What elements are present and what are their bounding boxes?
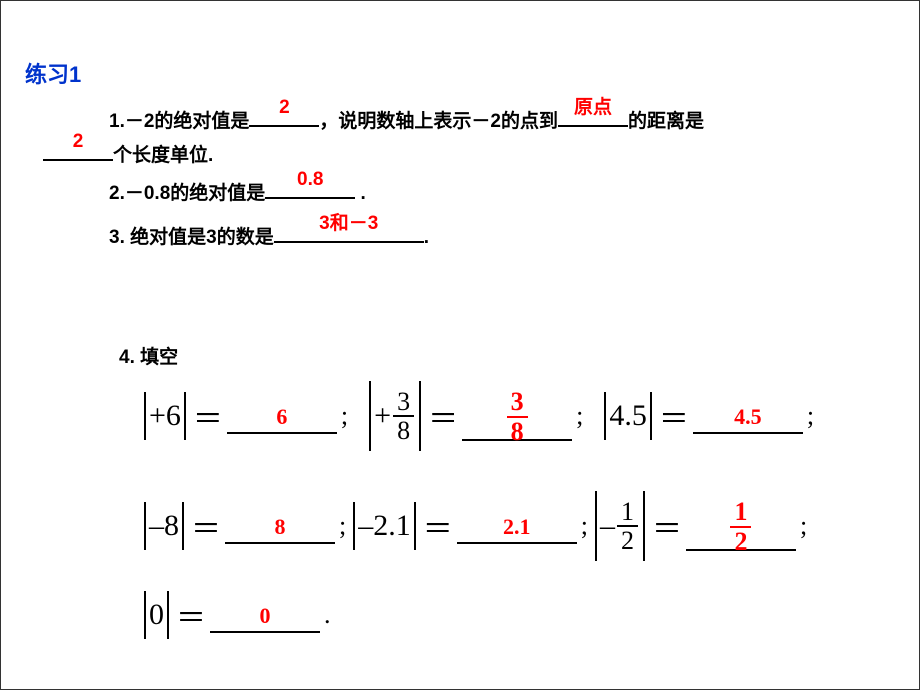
q2-text-1: 2.－0.8的绝对值是: [109, 183, 265, 204]
abs-bar: [414, 502, 416, 550]
q1-blank-1: 2: [249, 125, 319, 127]
blank-minus8: 8: [225, 508, 335, 544]
equals: ＝: [193, 394, 223, 438]
semicolon: ;: [576, 401, 583, 431]
answer-zero: 0: [210, 603, 320, 629]
q3-blank: 3和－3: [274, 241, 424, 243]
blank-zero: 0: [210, 597, 320, 633]
q1-answer-2: 原点: [558, 91, 628, 125]
abs-expr-minus8: –8: [149, 509, 179, 543]
period: .: [324, 600, 331, 630]
minus-sign: –: [600, 509, 615, 543]
abs-minushalf: – 1 2: [592, 491, 648, 561]
q2-answer: 0.8: [265, 163, 355, 197]
semicolon: ;: [341, 401, 348, 431]
frac-num: 3: [393, 388, 414, 417]
frac-ans-num: 1: [730, 498, 751, 527]
q3-text-2: .: [424, 227, 429, 248]
plus-sign: +: [374, 399, 391, 433]
q3-answer: 3和－3: [274, 207, 424, 241]
q2-blank: 0.8: [265, 197, 355, 199]
frac-ans-den: 8: [507, 418, 528, 445]
q1-answer-3: 2: [43, 125, 113, 159]
abs-plus6: +6: [141, 392, 189, 440]
abs-bar: [167, 591, 169, 639]
abs-expr-minus2p1: –2.1: [358, 509, 411, 543]
frac-ans-3-8: 3 8: [507, 388, 528, 445]
equals: ＝: [428, 394, 458, 438]
blank-minus2p1: 2.1: [457, 508, 577, 544]
abs-bar: [419, 381, 421, 451]
abs-minus2p1: –2.1: [350, 502, 419, 550]
semicolon: ;: [807, 401, 814, 431]
abs-expr-zero: 0: [149, 598, 164, 632]
exercise-title: 练习1: [25, 57, 81, 89]
abs-zero: 0: [141, 591, 172, 639]
abs-4p5: 4.5: [601, 392, 655, 440]
blank-3over8: 3 8: [462, 391, 572, 441]
q2-text-2: .: [355, 183, 366, 204]
abs-3over8: + 3 8: [366, 381, 424, 451]
equals: ＝: [652, 504, 682, 548]
equals: ＝: [191, 504, 221, 548]
abs-bar: [184, 392, 186, 440]
equals: ＝: [176, 593, 206, 637]
frac-ans-1-2: 1 2: [730, 498, 751, 555]
abs-minus8: –8: [141, 502, 187, 550]
q3-text-1: 3. 绝对值是3的数是: [109, 227, 274, 248]
answer-4p5: 4.5: [693, 404, 803, 430]
answer-minushalf: 1 2: [686, 498, 796, 555]
abs-bar: [144, 591, 146, 639]
frac-ans-num: 3: [507, 388, 528, 417]
answer-plus6: 6: [227, 404, 337, 430]
abs-bar: [604, 392, 606, 440]
abs-bar: [369, 381, 371, 451]
q4-label: 4. 填空: [119, 347, 178, 368]
semicolon: ;: [800, 511, 807, 541]
equals: ＝: [423, 504, 453, 548]
abs-bar: [595, 491, 597, 561]
frac-ans-den: 2: [730, 528, 751, 555]
abs-bar: [144, 392, 146, 440]
abs-bar: [144, 502, 146, 550]
q1-text-1: 1.－2的绝对值是: [109, 111, 249, 132]
frac-den: 2: [617, 527, 638, 554]
blank-plus6: 6: [227, 398, 337, 434]
q1-answer-1: 2: [249, 91, 319, 125]
semicolon: ;: [339, 511, 346, 541]
frac-3-8: 3 8: [393, 388, 414, 445]
answer-3over8: 3 8: [462, 388, 572, 445]
frac-num: 1: [617, 498, 638, 527]
frac-den: 8: [393, 417, 414, 444]
abs-expr-4p5: 4.5: [609, 399, 647, 433]
equals: ＝: [659, 394, 689, 438]
q1-blank-3: 2: [43, 159, 113, 161]
answer-minus8: 8: [225, 514, 335, 540]
blank-minushalf: 1 2: [686, 501, 796, 551]
blank-4p5: 4.5: [693, 398, 803, 434]
frac-1-2: 1 2: [617, 498, 638, 555]
abs-bar: [182, 502, 184, 550]
abs-bar: [650, 392, 652, 440]
q1-text-4: 个长度单位.: [113, 145, 213, 166]
q1-text-3: 的距离是: [628, 111, 704, 132]
abs-bar: [353, 502, 355, 550]
abs-bar: [643, 491, 645, 561]
semicolon: ;: [581, 511, 588, 541]
q1-blank-2: 原点: [558, 125, 628, 127]
abs-expr-plus6: +6: [149, 399, 181, 433]
answer-minus2p1: 2.1: [457, 514, 577, 540]
q1-text-2: ，说明数轴上表示－2的点到: [319, 111, 558, 132]
